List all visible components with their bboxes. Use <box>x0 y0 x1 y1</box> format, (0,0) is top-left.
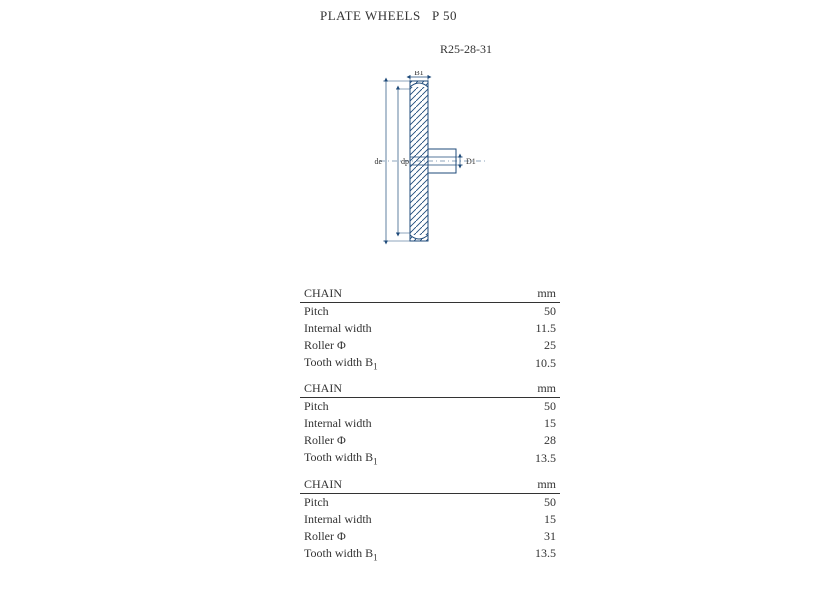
row-label: Internal width <box>300 415 492 432</box>
row-label: Pitch <box>300 398 492 416</box>
row-value: 11.5 <box>492 320 560 337</box>
document-page: PLATE WHEELS P 50 R25-28-31 de dp B1 D1 CHA… <box>0 0 819 594</box>
table-header-left: CHAIN <box>300 380 492 398</box>
row-value: 50 <box>492 493 560 511</box>
row-label: Roller Φ <box>300 337 492 354</box>
table-row: Tooth width B113.5 <box>300 545 560 563</box>
table-row: Pitch50 <box>300 303 560 321</box>
row-label: Roller Φ <box>300 528 492 545</box>
table-row: Internal width15 <box>300 415 560 432</box>
row-label-sub: 1 <box>373 552 378 562</box>
row-value: 28 <box>492 432 560 449</box>
table-header-left: CHAIN <box>300 285 492 303</box>
spec-table: CHAINmmPitch50Internal width15Roller Φ28… <box>300 380 560 467</box>
table-row: Roller Φ28 <box>300 432 560 449</box>
row-value: 50 <box>492 398 560 416</box>
label-b1: B1 <box>414 71 423 77</box>
table-row: Pitch50 <box>300 398 560 416</box>
table-row: Internal width11.5 <box>300 320 560 337</box>
row-value: 13.5 <box>492 545 560 563</box>
table-row: Pitch50 <box>300 493 560 511</box>
spec-tables: CHAINmmPitch50Internal width11.5Roller Φ… <box>300 285 560 563</box>
row-label: Pitch <box>300 303 492 321</box>
row-label: Tooth width B1 <box>300 449 492 467</box>
table-row: Tooth width B110.5 <box>300 354 560 372</box>
table-header-right: mm <box>492 285 560 303</box>
label-d1: D1 <box>466 157 476 166</box>
spec-table: CHAINmmPitch50Internal width11.5Roller Φ… <box>300 285 560 372</box>
row-label-sub: 1 <box>373 361 378 371</box>
row-value: 15 <box>492 415 560 432</box>
row-label: Tooth width B1 <box>300 354 492 372</box>
table-row: Roller Φ25 <box>300 337 560 354</box>
table-header-left: CHAIN <box>300 476 492 494</box>
row-value: 10.5 <box>492 354 560 372</box>
spec-table: CHAINmmPitch50Internal width15Roller Φ31… <box>300 476 560 563</box>
row-label: Internal width <box>300 511 492 528</box>
technical-diagram: de dp B1 D1 <box>350 71 819 261</box>
row-value: 50 <box>492 303 560 321</box>
row-value: 25 <box>492 337 560 354</box>
model-code: R25-28-31 <box>440 42 819 57</box>
row-value: 15 <box>492 511 560 528</box>
label-de: de <box>374 157 382 166</box>
page-title: PLATE WHEELS P 50 <box>320 8 819 24</box>
row-label: Internal width <box>300 320 492 337</box>
row-label-sub: 1 <box>373 457 378 467</box>
row-label: Pitch <box>300 493 492 511</box>
table-row: Roller Φ31 <box>300 528 560 545</box>
table-header-right: mm <box>492 380 560 398</box>
table-row: Internal width15 <box>300 511 560 528</box>
row-label: Roller Φ <box>300 432 492 449</box>
label-dp: dp <box>401 157 409 166</box>
table-row: Tooth width B113.5 <box>300 449 560 467</box>
row-value: 13.5 <box>492 449 560 467</box>
table-header-right: mm <box>492 476 560 494</box>
row-label: Tooth width B1 <box>300 545 492 563</box>
row-value: 31 <box>492 528 560 545</box>
